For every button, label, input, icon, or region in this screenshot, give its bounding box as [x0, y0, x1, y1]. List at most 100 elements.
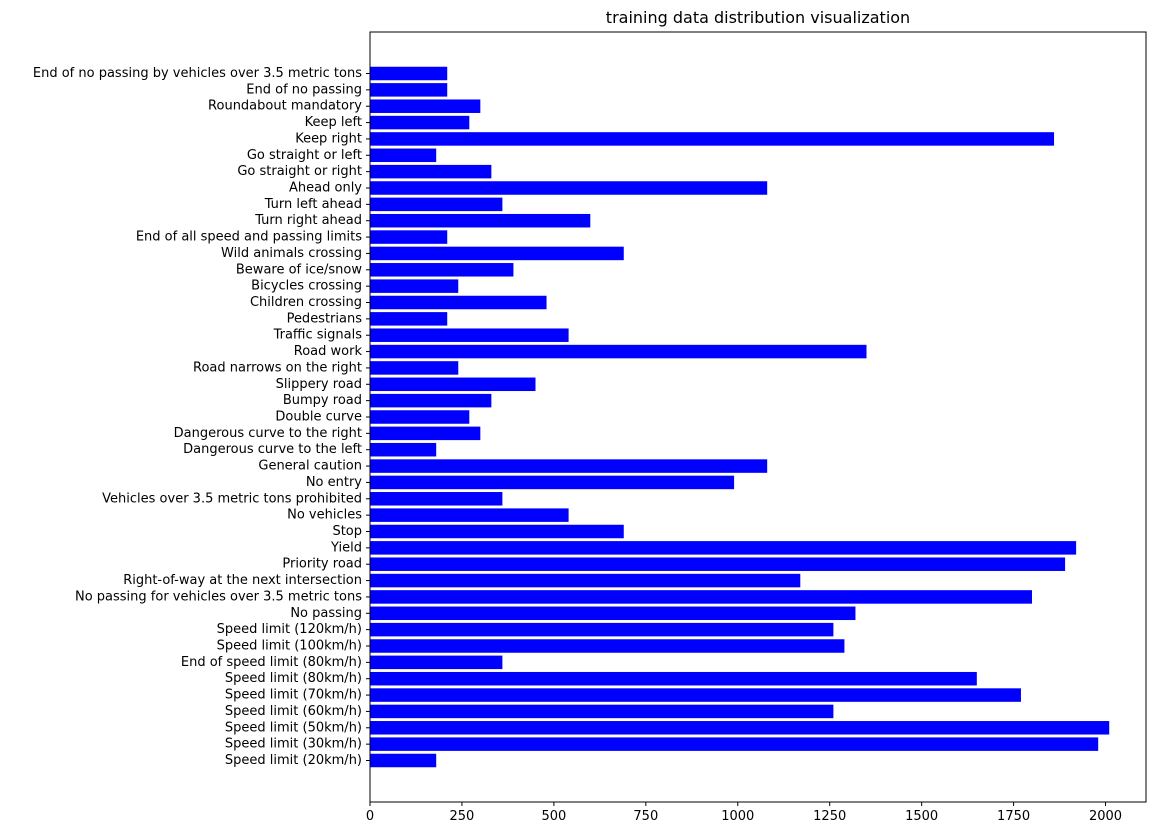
x-tick-label: 1000	[721, 809, 754, 824]
bar	[370, 361, 459, 375]
y-tick-label: Keep left	[305, 115, 362, 130]
bars-layer	[370, 66, 1110, 768]
y-tick-label: Stop	[332, 524, 362, 539]
bar	[370, 459, 768, 473]
y-tick-label: Yield	[330, 540, 362, 555]
y-tick-label: Pedestrians	[287, 311, 363, 326]
y-tick-label: Traffic signals	[273, 328, 363, 343]
y-tick-label: Road narrows on the right	[193, 360, 362, 375]
chart-title: training data distribution visualization	[606, 8, 910, 27]
y-tick-label: Turn left ahead	[264, 197, 362, 212]
y-tick-label: Vehicles over 3.5 metric tons prohibited	[102, 491, 362, 506]
y-tick-label: Speed limit (120km/h)	[217, 622, 362, 637]
y-tick-label: Ahead only	[289, 181, 362, 196]
bar	[370, 622, 834, 637]
y-tick-label: Go straight or left	[247, 148, 362, 163]
bar	[370, 508, 569, 522]
y-axis: Speed limit (20km/h)Speed limit (30km/h)…	[33, 66, 370, 768]
y-tick-label: End of speed limit (80km/h)	[181, 655, 362, 670]
bar	[370, 426, 481, 441]
bar	[370, 639, 845, 653]
bar	[370, 442, 437, 457]
y-tick-label: End of no passing by vehicles over 3.5 m…	[33, 66, 362, 81]
bar	[370, 606, 856, 621]
x-tick-label: 1750	[997, 809, 1030, 824]
bar	[370, 492, 503, 506]
y-tick-label: Bicycles crossing	[251, 279, 362, 294]
bar	[370, 688, 1021, 702]
x-tick-label: 2000	[1089, 809, 1122, 824]
y-tick-label: Dangerous curve to the left	[183, 442, 362, 457]
y-tick-label: No passing	[290, 606, 362, 621]
x-tick-label: 1250	[813, 809, 846, 824]
y-tick-label: Speed limit (70km/h)	[225, 688, 362, 703]
bar	[370, 377, 536, 392]
bar	[370, 181, 768, 195]
bar	[370, 557, 1066, 571]
bar	[370, 344, 867, 359]
bar	[370, 148, 437, 163]
y-tick-label: Turn right ahead	[254, 213, 362, 228]
x-tick-label: 1500	[905, 809, 938, 824]
x-tick-label: 500	[541, 809, 566, 824]
y-tick-label: No passing for vehicles over 3.5 metric …	[75, 589, 362, 604]
x-axis: 0 250 500 750 1000 1250 1500 1750 2000	[366, 802, 1122, 824]
bar	[370, 671, 977, 686]
bar	[370, 328, 569, 342]
y-tick-label: Dangerous curve to the right	[174, 426, 362, 441]
y-tick-label: No vehicles	[287, 508, 362, 523]
y-tick-label: End of no passing	[246, 82, 362, 97]
y-tick-label: Right-of-way at the next intersection	[123, 573, 362, 588]
bar	[370, 410, 470, 424]
bar	[370, 590, 1032, 604]
y-tick-label: Slippery road	[276, 377, 362, 392]
y-tick-label: Beware of ice/snow	[236, 262, 362, 277]
bar	[370, 475, 735, 490]
bar	[370, 213, 591, 228]
bar	[370, 115, 470, 130]
y-tick-label: Speed limit (80km/h)	[225, 671, 362, 686]
y-tick-label: Bumpy road	[283, 393, 362, 408]
y-tick-label: Priority road	[282, 557, 362, 572]
bar	[370, 230, 448, 244]
plot-frame	[369, 31, 1147, 803]
bar	[370, 197, 503, 212]
y-tick-label: Double curve	[275, 410, 362, 425]
y-tick-label: Speed limit (100km/h)	[217, 639, 362, 654]
y-tick-label: Children crossing	[250, 295, 362, 310]
y-tick-label: Speed limit (30km/h)	[225, 737, 362, 752]
bar	[370, 263, 514, 277]
x-tick-label: 750	[633, 809, 658, 824]
y-tick-label: Keep right	[295, 131, 362, 146]
y-tick-label: End of all speed and passing limits	[136, 230, 362, 245]
bar	[370, 164, 492, 179]
bar	[370, 279, 459, 293]
y-tick-label: Go straight or right	[237, 164, 362, 179]
y-tick-label: General caution	[258, 459, 362, 474]
bar	[370, 721, 1110, 735]
bar	[370, 393, 492, 408]
y-tick-label: Wild animals crossing	[221, 246, 362, 261]
y-tick-label: No entry	[306, 475, 362, 490]
y-tick-label: Speed limit (60km/h)	[225, 704, 362, 719]
bar	[370, 704, 834, 719]
y-tick-label: Speed limit (20km/h)	[225, 753, 362, 768]
bar	[370, 524, 624, 539]
x-tick-label: 0	[366, 809, 374, 824]
bar	[370, 541, 1077, 555]
bar	[370, 295, 547, 310]
bar	[370, 99, 481, 113]
bar	[370, 246, 624, 261]
bar	[370, 573, 801, 588]
bar	[370, 737, 1099, 751]
x-tick-label: 250	[450, 809, 475, 824]
bar	[370, 312, 448, 326]
bar	[370, 655, 503, 670]
bar	[370, 66, 448, 81]
bar	[370, 753, 437, 768]
y-tick-label: Speed limit (50km/h)	[225, 720, 362, 735]
bar	[370, 83, 448, 97]
y-tick-label: Road work	[294, 344, 363, 359]
